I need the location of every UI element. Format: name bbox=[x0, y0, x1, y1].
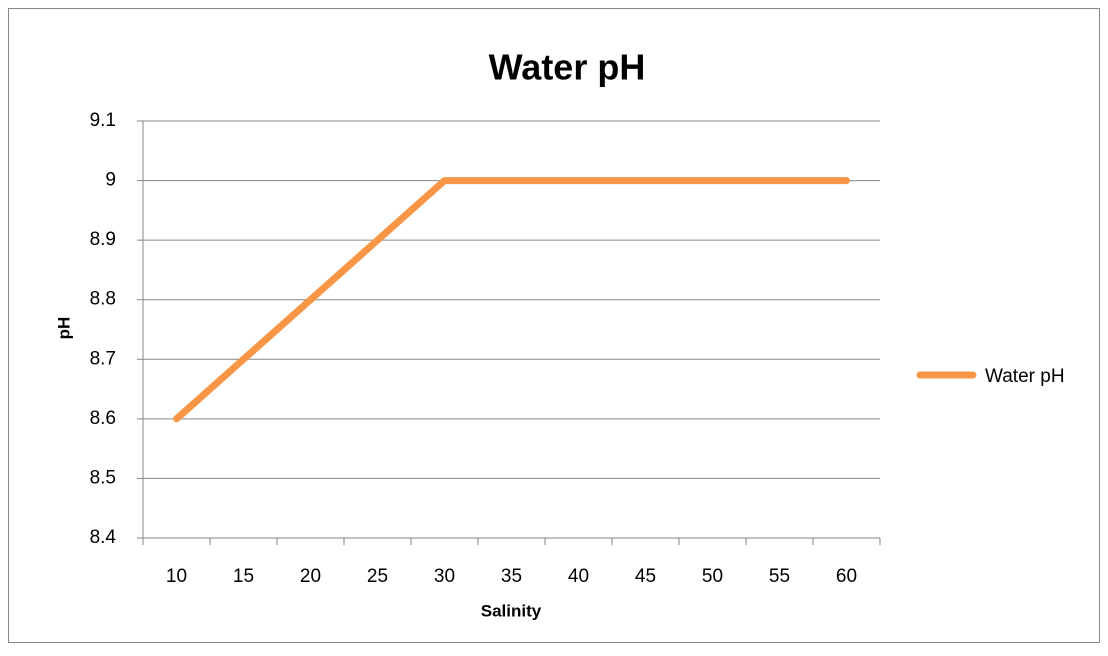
x-tick-label: 30 bbox=[434, 566, 455, 587]
y-tick-label: 8.7 bbox=[90, 348, 116, 369]
x-tick-label: 40 bbox=[568, 566, 589, 587]
y-tick-label: 8.6 bbox=[90, 408, 116, 429]
legend-label: Water pH bbox=[985, 366, 1065, 387]
x-tick-label: 45 bbox=[635, 566, 656, 587]
y-tick-label: 8.5 bbox=[90, 467, 116, 488]
y-tick-label: 8.4 bbox=[90, 527, 117, 548]
x-tick-label: 15 bbox=[233, 566, 254, 587]
chart-title: Water pH bbox=[489, 47, 646, 88]
x-tick-label: 60 bbox=[836, 566, 857, 587]
x-tick-label: 25 bbox=[367, 566, 388, 587]
data-line bbox=[173, 177, 850, 423]
y-tick-label: 9.1 bbox=[90, 110, 116, 131]
x-axis-label: Salinity bbox=[481, 601, 542, 620]
x-tick-label: 50 bbox=[702, 566, 723, 587]
y-tick-label: 8.8 bbox=[90, 289, 116, 310]
y-tick-label: 9 bbox=[105, 170, 116, 191]
y-axis-label: pH bbox=[54, 317, 73, 340]
x-tick-label: 10 bbox=[166, 566, 187, 587]
x-tick-label: 20 bbox=[300, 566, 321, 587]
x-tick-label: 35 bbox=[501, 566, 522, 587]
y-tick-label: 8.9 bbox=[90, 229, 116, 250]
chart-border bbox=[8, 8, 1100, 643]
x-tick-label: 55 bbox=[769, 566, 790, 587]
